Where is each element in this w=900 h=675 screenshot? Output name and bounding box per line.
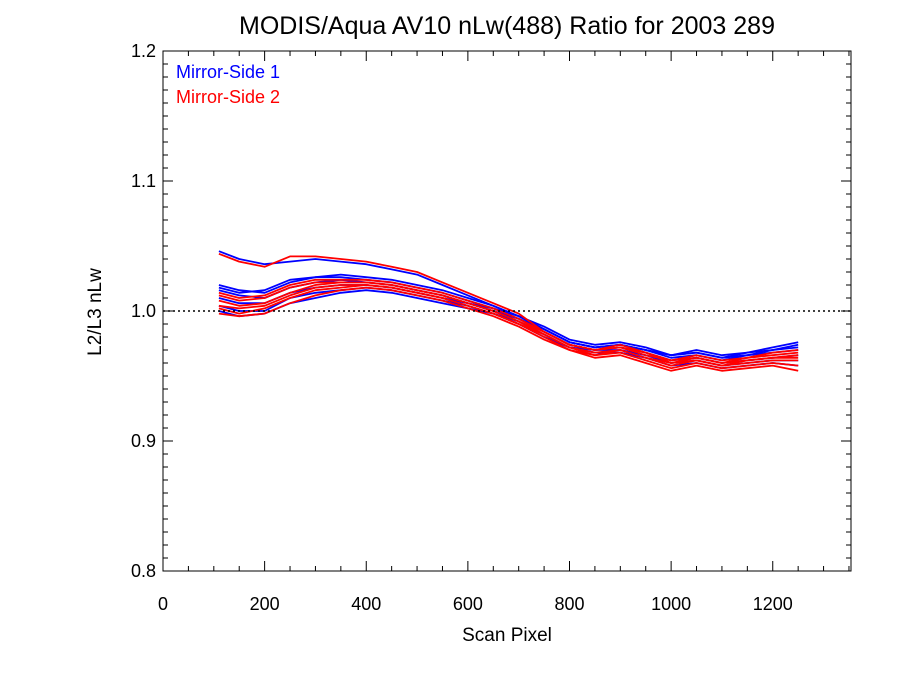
axis-ticks <box>163 51 851 571</box>
y-tick-label-1.0: 1.0 <box>131 301 156 321</box>
series-line-mirror-side-2-11 <box>218 286 799 372</box>
x-tick-label-1000: 1000 <box>651 594 691 614</box>
x-tick-label-400: 400 <box>351 594 381 614</box>
x-tick-label-0: 0 <box>158 594 168 614</box>
legend-entry-mirror-side-1: Mirror-Side 1 <box>176 62 280 82</box>
x-tick-labels: 0 200 400 600 800 1000 1200 <box>158 594 793 614</box>
legend: Mirror-Side 1 Mirror-Side 2 <box>176 62 280 107</box>
y-tick-label-1.2: 1.2 <box>131 41 156 61</box>
y-tick-label-0.9: 0.9 <box>131 431 156 451</box>
series-line-mirror-side-2-13 <box>218 284 799 367</box>
x-tick-label-1200: 1200 <box>753 594 793 614</box>
series-line-mirror-side-1-3 <box>218 284 799 364</box>
x-tick-label-200: 200 <box>250 594 280 614</box>
y-tick-label-1.1: 1.1 <box>131 171 156 191</box>
series-line-mirror-side-2-7 <box>218 252 799 362</box>
x-tick-label-800: 800 <box>554 594 584 614</box>
series-line-mirror-side-1-0 <box>218 250 799 359</box>
x-axis-label: Scan Pixel <box>462 625 552 646</box>
y-axis-label: L2/L3 nLw <box>85 268 106 356</box>
plot-area <box>162 50 852 572</box>
x-tick-label-600: 600 <box>453 594 483 614</box>
series-line-mirror-side-2-12 <box>218 281 799 364</box>
chart-title: MODIS/Aqua AV10 nLw(488) Ratio for 2003 … <box>239 12 775 40</box>
y-tick-labels: 0.8 0.9 1.0 1.1 1.2 <box>131 41 156 581</box>
y-tick-label-0.8: 0.8 <box>131 561 156 581</box>
legend-entry-mirror-side-2: Mirror-Side 2 <box>176 87 280 107</box>
series-line-mirror-side-1-6 <box>218 276 799 359</box>
series-lines <box>218 250 799 372</box>
